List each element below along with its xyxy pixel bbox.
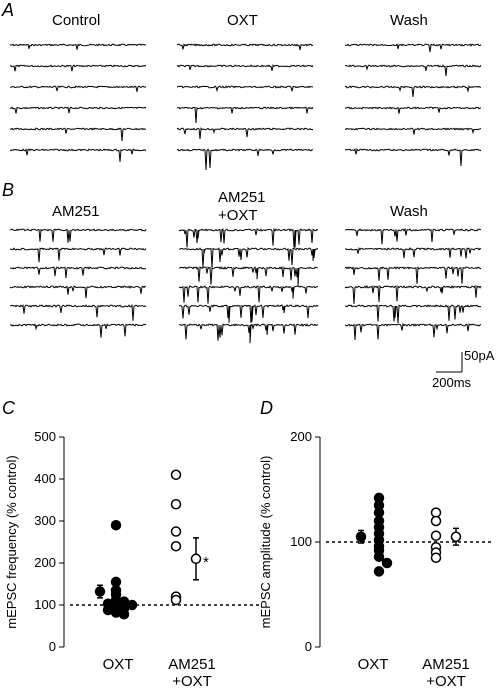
mean-point: [94, 586, 106, 597]
trace-a-1-2: [176, 85, 313, 93]
trace-b-2-3: [344, 284, 482, 304]
y-tick-label: 100: [34, 597, 56, 612]
trace-a-1-5: [176, 148, 314, 171]
trace-a-0-4: [9, 127, 147, 142]
category-label: OXT: [358, 656, 389, 673]
y-tick-label: 500: [34, 429, 56, 444]
y-tick-label: 0: [49, 639, 56, 654]
panel-b-letter: B: [2, 180, 14, 200]
data-point: [170, 594, 182, 606]
data-point: [170, 526, 182, 537]
panel-c-letter: C: [2, 398, 16, 418]
panel-b-condition-am251-oxt-line2: +OXT: [218, 207, 258, 224]
category-label: AM251: [422, 656, 470, 673]
trace-b-0-2: [9, 266, 147, 278]
panel-b-condition-wash: Wash: [390, 203, 428, 220]
y-axis-label: mEPSC amplitude (% control): [258, 456, 273, 629]
trace-b-1-4: [178, 304, 319, 324]
trace-b-1-5: [178, 323, 319, 344]
trace-a-0-3: [9, 106, 147, 114]
panel-a-traces: [9, 43, 482, 171]
category-label: +OXT: [172, 673, 212, 690]
trace-b-2-0: [344, 227, 482, 245]
category-label: AM251: [168, 656, 216, 673]
y-tick-label: 0: [305, 639, 312, 654]
trace-a-2-2: [344, 85, 482, 98]
trace-a-2-5: [344, 147, 482, 167]
y-tick-label: 200: [34, 555, 56, 570]
trace-b-2-1: [344, 246, 482, 259]
data-point: [373, 566, 385, 577]
trace-b-0-5: [9, 323, 147, 338]
panel-d-letter: D: [260, 398, 273, 418]
y-tick-label: 300: [34, 513, 56, 528]
panel-a-condition-oxt: OXT: [227, 12, 258, 29]
trace-a-0-2: [9, 85, 147, 92]
trace-b-0-3: [9, 285, 147, 299]
scale-bar-time: 200ms: [432, 375, 472, 390]
data-point: [430, 552, 442, 563]
trace-a-1-4: [176, 127, 313, 140]
scale-bar-amplitude: 50pA: [464, 348, 495, 363]
data-point: [170, 498, 182, 510]
panel-b-condition-am251: AM251: [52, 203, 100, 220]
panel-a-condition-control: Control: [52, 12, 100, 29]
trace-b-0-1: [9, 247, 147, 263]
trace-b-1-3: [178, 285, 319, 304]
trace-a-2-0: [344, 43, 482, 53]
trace-a-2-4: [344, 127, 482, 135]
trace-a-0-1: [9, 64, 147, 72]
panel-b-condition-am251-oxt: AM251 +OXT: [218, 189, 270, 224]
scale-bar: 50pA 200ms: [432, 348, 495, 390]
data-point: [170, 469, 182, 481]
y-tick-label: 400: [34, 471, 56, 486]
data-point: [373, 551, 385, 562]
chart-c: 0 100 200 300 400 500 mEPSC frequency (% contr…: [4, 429, 260, 690]
mean-point: [355, 531, 367, 542]
trace-b-1-1: [178, 247, 319, 268]
trace-a-0-0: [9, 43, 147, 50]
data-point: [110, 519, 122, 531]
data-point: [430, 530, 442, 541]
data-point: [118, 608, 130, 620]
panel-b-condition-am251-text: AM251: [52, 203, 100, 220]
trace-b-2-5: [344, 322, 482, 340]
y-tick-label: 100: [290, 534, 312, 549]
category-label: +OXT: [426, 673, 466, 690]
trace-b-2-2: [344, 265, 482, 284]
trace-b-1-0: [178, 227, 319, 248]
trace-b-0-4: [9, 303, 147, 321]
y-axis-label: mEPSC frequency (% control): [4, 455, 19, 628]
data-point: [170, 540, 182, 552]
trace-b-1-2: [178, 265, 319, 287]
trace-a-2-1: [344, 64, 482, 77]
trace-a-1-1: [176, 64, 314, 71]
mean-point: [450, 531, 462, 542]
data-point: [430, 515, 442, 527]
chart-d: 0 100 200 mEPSC amplitude (% control) OXT AM2…: [258, 429, 492, 690]
data-point: [381, 557, 393, 569]
panel-b-traces: [9, 227, 482, 344]
trace-a-0-5: [9, 148, 147, 163]
trace-a-1-3: [176, 106, 314, 124]
panel-b-condition-am251-oxt-line1: AM251: [218, 189, 266, 206]
trace-b-2-4: [345, 304, 482, 323]
category-label: OXT: [103, 656, 134, 673]
panel-a-condition-wash: Wash: [390, 12, 428, 29]
mean-point: [190, 553, 202, 565]
trace-b-0-0: [9, 228, 147, 243]
y-tick-label: 200: [290, 429, 312, 444]
trace-a-2-3: [344, 106, 482, 114]
panel-a-letter: A: [1, 0, 14, 20]
trace-a-1-0: [176, 43, 314, 51]
significance-star: *: [203, 554, 209, 571]
